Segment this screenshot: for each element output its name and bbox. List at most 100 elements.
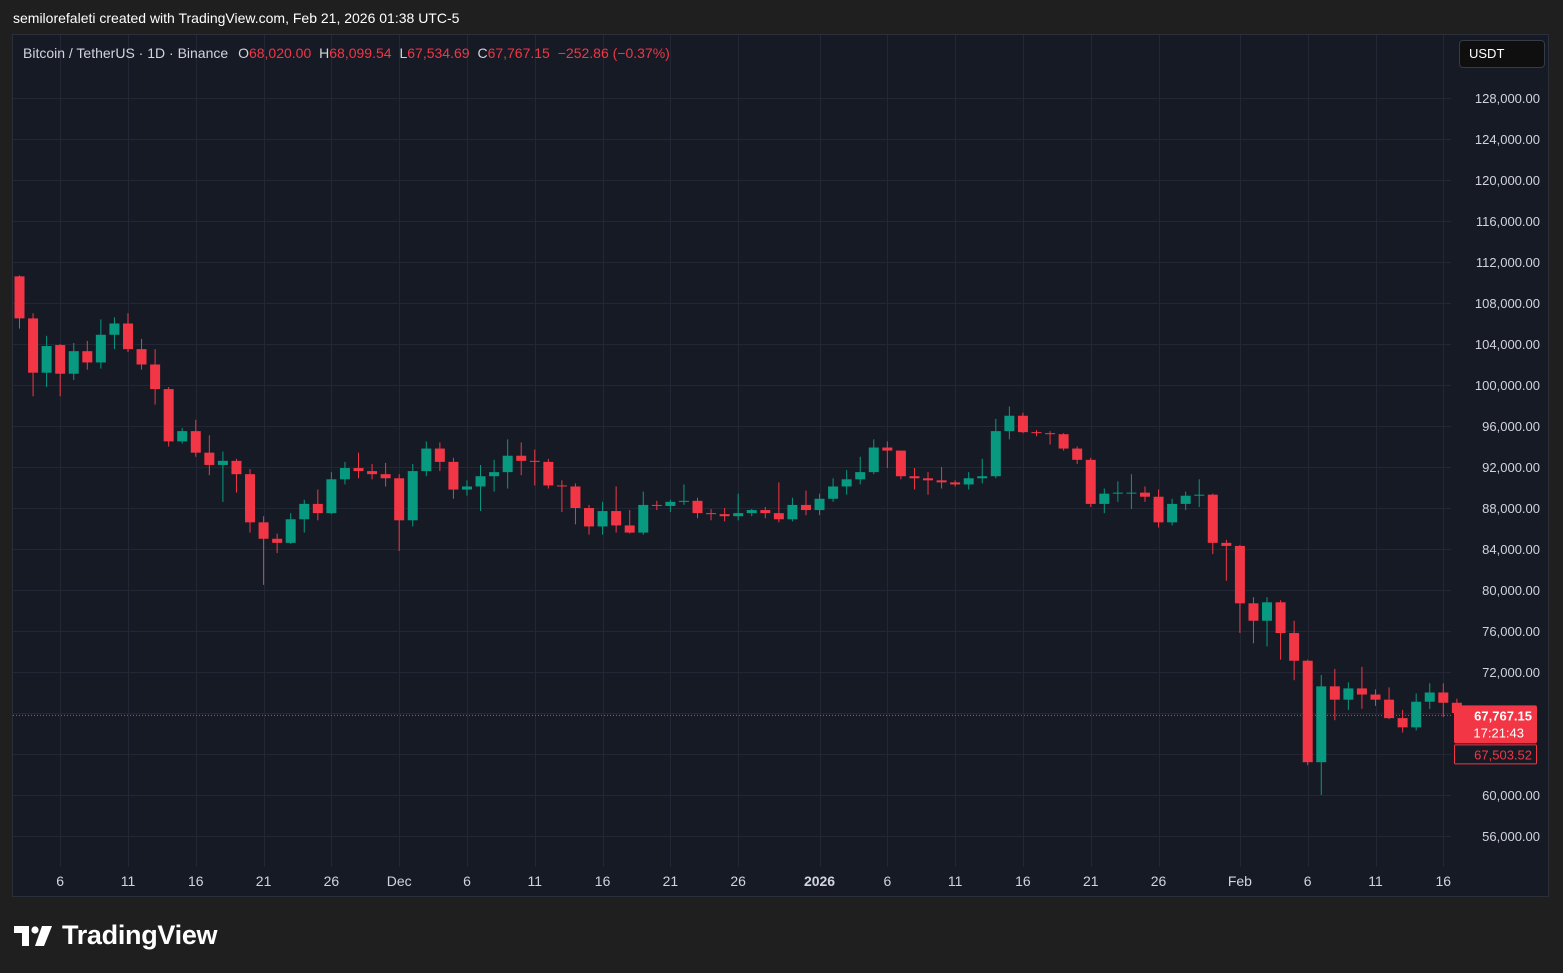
candle [706, 509, 717, 521]
candle-body [719, 514, 730, 517]
x-tick-label: Feb [1228, 873, 1252, 889]
candle [448, 457, 459, 499]
candle-body [1126, 492, 1137, 494]
candle-body [529, 460, 540, 462]
x-tick-label: 26 [730, 873, 746, 889]
candle-body [1112, 492, 1123, 494]
candle-body [312, 503, 323, 514]
candle [950, 480, 961, 487]
x-tick-label: 26 [324, 873, 340, 889]
candle-body [570, 486, 581, 508]
candle [828, 478, 839, 502]
candle [1139, 486, 1150, 502]
candle [516, 442, 527, 476]
candle [841, 470, 852, 495]
candle [1167, 498, 1178, 526]
candle [353, 452, 364, 479]
candle-body [1316, 686, 1327, 763]
candle-body [706, 513, 717, 515]
candle-body [1424, 692, 1435, 702]
candle-body [1207, 494, 1218, 543]
candle-body [367, 471, 378, 475]
candle-body [272, 538, 283, 543]
candle-body [692, 500, 703, 514]
candle [1370, 689, 1381, 706]
low-label: L [399, 45, 408, 61]
candle [963, 472, 974, 490]
y-tick-label: 96,000.00 [1482, 419, 1540, 434]
candle [150, 349, 161, 405]
x-tick-label: 6 [463, 873, 471, 889]
candlestick-chart[interactable]: 56,000.00 60,000.00 72,000.00 76,000.00 80,0… [13, 35, 1548, 896]
brand-footer[interactable]: TradingView [14, 920, 218, 951]
secondary-price-badge [1454, 744, 1537, 765]
candle [719, 508, 730, 522]
candle [1384, 687, 1395, 720]
candle [624, 510, 635, 534]
candle-body [543, 461, 554, 486]
x-tick-label: 16 [1015, 873, 1031, 889]
candle [1221, 539, 1232, 581]
candle-body [733, 513, 744, 517]
last-price-label: 67,767.15 [1474, 708, 1532, 723]
candle-body [55, 345, 66, 374]
tradingview-logo-icon [14, 925, 52, 946]
candle-body [1289, 633, 1300, 661]
candle [245, 469, 256, 533]
chart-panel[interactable]: 56,000.00 60,000.00 72,000.00 76,000.00 80,0… [12, 34, 1549, 897]
candle-body [909, 476, 920, 479]
candle [800, 490, 811, 516]
candle [787, 497, 798, 522]
candle [855, 456, 866, 485]
candle [923, 472, 934, 495]
candle-body [1099, 493, 1110, 504]
y-axis: 56,000.00 60,000.00 72,000.00 76,000.00 80,0… [1475, 91, 1540, 844]
x-tick-label: 21 [256, 873, 272, 889]
candle-body [787, 504, 798, 520]
change-value: −252.86 (−0.37%) [557, 45, 670, 61]
x-axis: 6 11 16 21 26 Dec 6 11 16 21 26 2026 6 11 16 21 26 Feb 6 11… [56, 873, 1451, 889]
candle-body [1017, 415, 1028, 433]
y-tick-label: 124,000.00 [1475, 132, 1540, 147]
candle-body [299, 503, 310, 520]
candle-body [936, 480, 947, 483]
candle-body [1248, 603, 1259, 621]
candle [692, 497, 703, 519]
candle [136, 338, 147, 370]
x-tick-label: 11 [121, 873, 136, 889]
candle [14, 275, 25, 329]
symbol-name[interactable]: Bitcoin / TetherUS · 1D · Binance [23, 45, 229, 61]
symbol-legend[interactable]: Bitcoin / TetherUS · 1D · Binance O68,02… [23, 45, 670, 61]
candle-body [814, 498, 825, 511]
candle-body [461, 486, 472, 490]
candle [380, 462, 391, 487]
candle [475, 464, 486, 512]
candle-body [895, 450, 906, 477]
candle [651, 500, 662, 511]
candle-body [923, 478, 934, 481]
candle [489, 459, 500, 492]
candle-body [1072, 448, 1083, 460]
candle [1031, 430, 1042, 437]
candle [1112, 481, 1123, 502]
x-tick-label: Dec [387, 873, 412, 889]
x-tick-label: 11 [948, 873, 963, 889]
candle-body [1356, 688, 1367, 695]
x-tick-label: 11 [1368, 873, 1383, 889]
candle-body [800, 504, 811, 511]
candle [326, 472, 337, 515]
candle-body [1438, 692, 1449, 703]
candle-body [1058, 434, 1069, 449]
candle [1085, 457, 1096, 507]
candle-body [990, 431, 1001, 477]
candle [204, 435, 215, 476]
candle [773, 482, 784, 523]
x-tick-label: 26 [1151, 873, 1167, 889]
y-tick-label: 92,000.00 [1482, 460, 1540, 475]
candle-body [95, 334, 106, 363]
candle [1099, 488, 1110, 514]
currency-button[interactable]: USDT [1459, 40, 1545, 68]
candle [1411, 693, 1422, 731]
candle-body [163, 389, 174, 442]
candle-body [353, 468, 364, 472]
